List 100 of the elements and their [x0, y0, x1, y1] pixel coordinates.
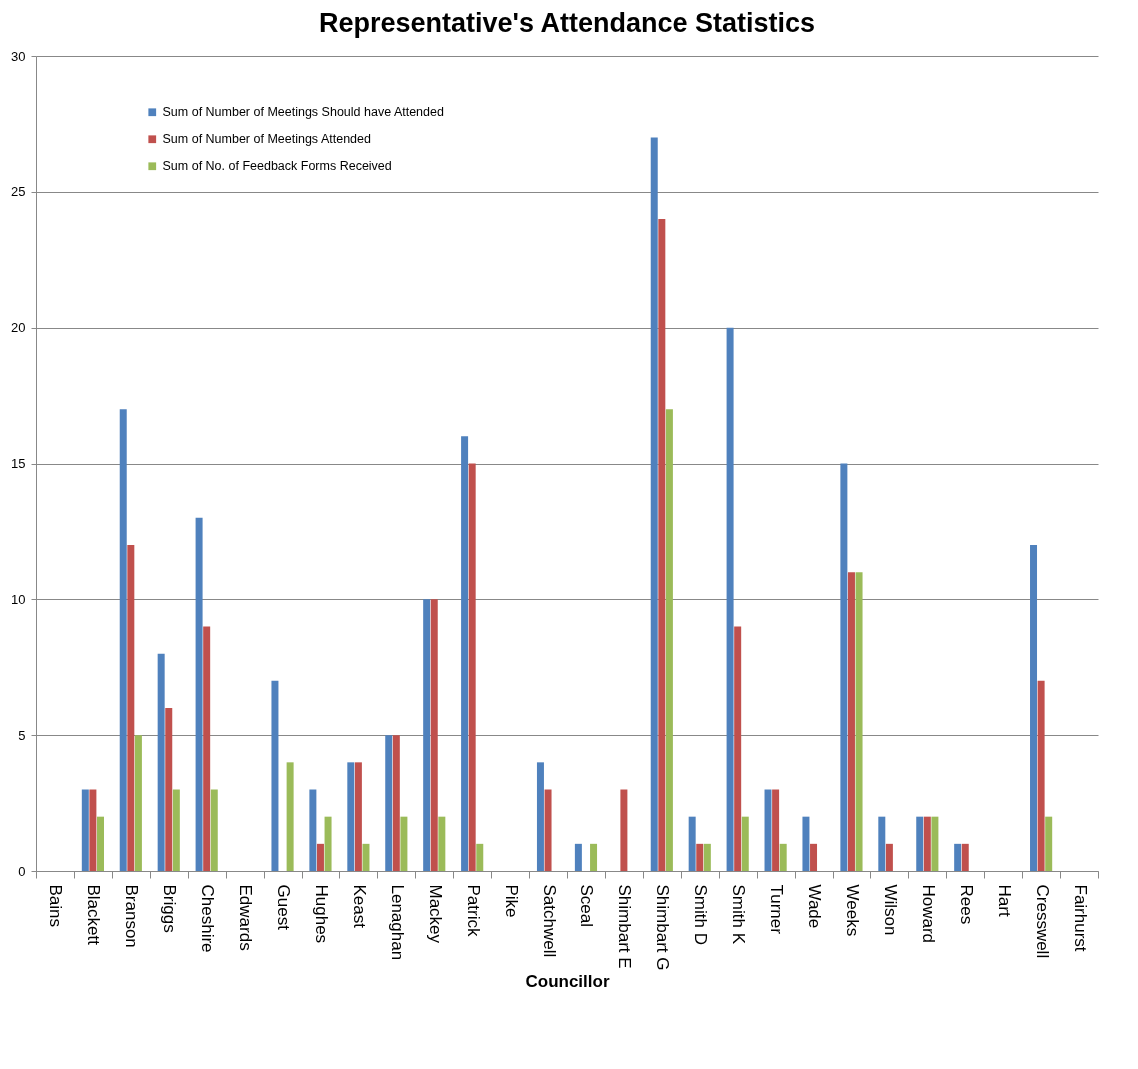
x-tick-label: Fairhurst: [1070, 884, 1090, 952]
bar: [165, 708, 173, 871]
bar: [127, 545, 135, 871]
chart-title: Representative's Attendance Statistics: [318, 8, 816, 38]
x-tick-label: Turner: [767, 884, 787, 935]
bar: [362, 843, 370, 871]
bar: [802, 816, 810, 871]
bar: [840, 463, 848, 871]
bar: [696, 843, 704, 871]
bar: [650, 137, 658, 871]
bar: [210, 789, 218, 871]
bar: [430, 599, 438, 871]
bar: [954, 843, 962, 871]
legend-label: Sum of Number of Meetings Should have Attended: [162, 105, 444, 120]
bar: [961, 843, 969, 871]
x-tick-label: Guest: [274, 884, 294, 931]
bar: [688, 816, 696, 871]
x-tick-label: Wilson: [880, 884, 900, 936]
bar: [764, 789, 772, 871]
bar: [476, 843, 484, 871]
bar: [400, 816, 408, 871]
x-tick-label: Bains: [46, 884, 66, 928]
x-tick-label: Blackett: [84, 884, 104, 946]
bar: [885, 843, 893, 871]
bar: [847, 572, 855, 871]
legend-label: Sum of Number of Meetings Attended: [162, 132, 371, 147]
bar: [544, 789, 552, 871]
x-tick-label: Patrick: [463, 884, 483, 937]
bar: [96, 816, 104, 871]
x-tick-label: Edwards: [236, 884, 256, 951]
bar: [855, 572, 863, 871]
x-tick-label: Hughes: [311, 884, 331, 944]
y-tick-label: 15: [11, 456, 26, 471]
y-tick-label: 10: [11, 591, 26, 607]
legend-label: Sum of No. of Feedback Forms Received: [162, 159, 392, 174]
bar: [574, 843, 582, 871]
bar: [726, 327, 734, 871]
bar: [665, 409, 673, 871]
bar: [1030, 545, 1038, 871]
bar: [195, 517, 203, 871]
x-tick-label: Wade: [805, 884, 825, 929]
bar: [392, 735, 400, 871]
bar: [271, 680, 279, 871]
bar: [119, 409, 127, 871]
x-tick-label: Shimbart E: [615, 884, 635, 969]
x-tick-label: Rees: [956, 884, 976, 925]
bar: [772, 789, 780, 871]
x-tick-label: Satchwell: [539, 884, 559, 958]
bar: [810, 843, 818, 871]
x-tick-label: Hart: [994, 884, 1014, 917]
bar: [316, 843, 324, 871]
bar: [878, 816, 886, 871]
x-axis-title: Councillor: [525, 972, 610, 992]
x-tick-label: Lenaghan: [387, 884, 407, 961]
x-tick-label: Briggs: [160, 884, 180, 933]
x-tick-label: Weeks: [842, 884, 862, 937]
bar: [923, 816, 931, 871]
x-tick-label: Keast: [349, 884, 369, 929]
bar: [536, 762, 544, 871]
bar: [347, 762, 355, 871]
bar: [461, 436, 469, 871]
bar: [286, 762, 294, 871]
x-tick-label: Smith D: [691, 884, 711, 945]
bar: [203, 626, 211, 871]
bar: [81, 789, 89, 871]
bar: [620, 789, 628, 871]
bar: [309, 789, 317, 871]
bar: [385, 735, 393, 871]
bar: [354, 762, 362, 871]
bar: [324, 816, 332, 871]
bar: [703, 843, 711, 871]
x-tick-label: Cresswell: [1032, 884, 1052, 959]
x-tick-label: Cheshire: [198, 884, 218, 953]
bar: [1045, 816, 1053, 871]
bar: [134, 735, 142, 871]
bar: [1037, 680, 1045, 871]
bar: [157, 653, 165, 871]
x-tick-label: Howard: [918, 884, 938, 944]
y-tick-label: 20: [11, 320, 26, 336]
bar: [779, 843, 787, 871]
y-tick-label: 5: [18, 727, 26, 743]
bar: [89, 789, 97, 871]
x-tick-label: Shimbart G: [653, 884, 673, 971]
bar: [734, 626, 742, 871]
x-tick-label: Sceal: [577, 884, 597, 928]
bar: [590, 843, 598, 871]
x-tick-label: Pike: [501, 884, 521, 918]
bar: [468, 463, 476, 871]
bar: [658, 219, 666, 871]
y-tick-label: 25: [11, 184, 26, 200]
y-tick-label: 0: [18, 863, 26, 879]
bar: [916, 816, 924, 871]
y-tick-label: 30: [11, 48, 26, 64]
x-tick-label: Branson: [122, 884, 142, 948]
x-tick-label: Mackey: [425, 884, 445, 944]
bar: [423, 599, 431, 871]
bar: [931, 816, 939, 871]
bar: [438, 816, 446, 871]
bar: [741, 816, 749, 871]
x-tick-label: Smith K: [729, 884, 749, 945]
